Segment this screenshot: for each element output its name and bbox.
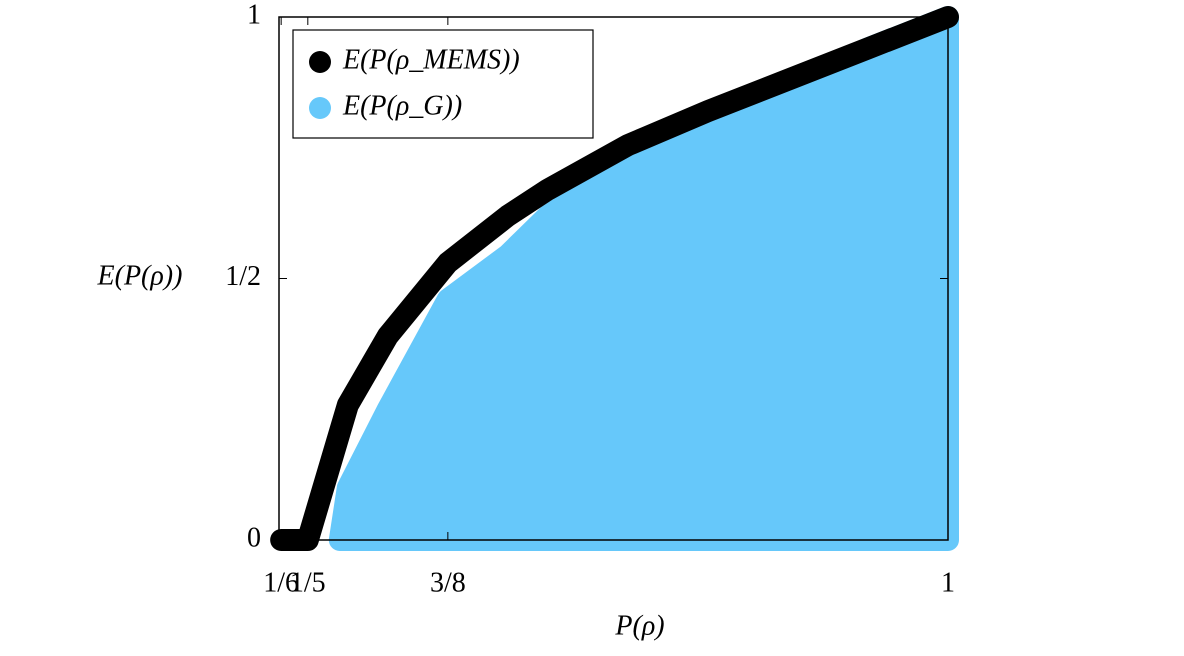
y-axis-label: E(P(ρ)) — [97, 260, 183, 291]
legend-label: E(P(ρ_MEMS)) — [342, 44, 520, 75]
x-tick-label: 3/8 — [430, 567, 466, 598]
y-tick-label: 1 — [247, 0, 261, 30]
x-axis-label: P(ρ) — [614, 610, 664, 641]
legend-label: E(P(ρ_G)) — [342, 90, 462, 121]
x-tick-label: 1/6 — [263, 567, 299, 598]
legend-marker — [309, 97, 331, 119]
legend-box — [292, 29, 594, 139]
x-tick-label: 1/5 — [290, 567, 326, 598]
legend-marker — [309, 51, 331, 73]
x-tick-label: 1 — [941, 567, 955, 598]
y-tick-label: 1/2 — [225, 261, 261, 292]
y-tick-label: 0 — [247, 522, 261, 553]
